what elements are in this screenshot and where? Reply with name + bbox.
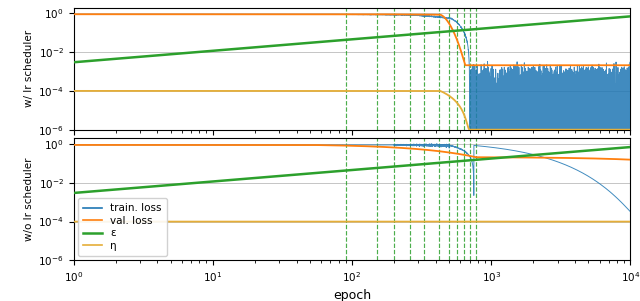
- X-axis label: epoch: epoch: [333, 290, 371, 301]
- Legend: train. loss, val. loss, ε, η: train. loss, val. loss, ε, η: [78, 198, 167, 256]
- Y-axis label: w/ lr scheduler: w/ lr scheduler: [24, 30, 34, 107]
- Y-axis label: w/o lr scheduler: w/o lr scheduler: [24, 157, 34, 241]
